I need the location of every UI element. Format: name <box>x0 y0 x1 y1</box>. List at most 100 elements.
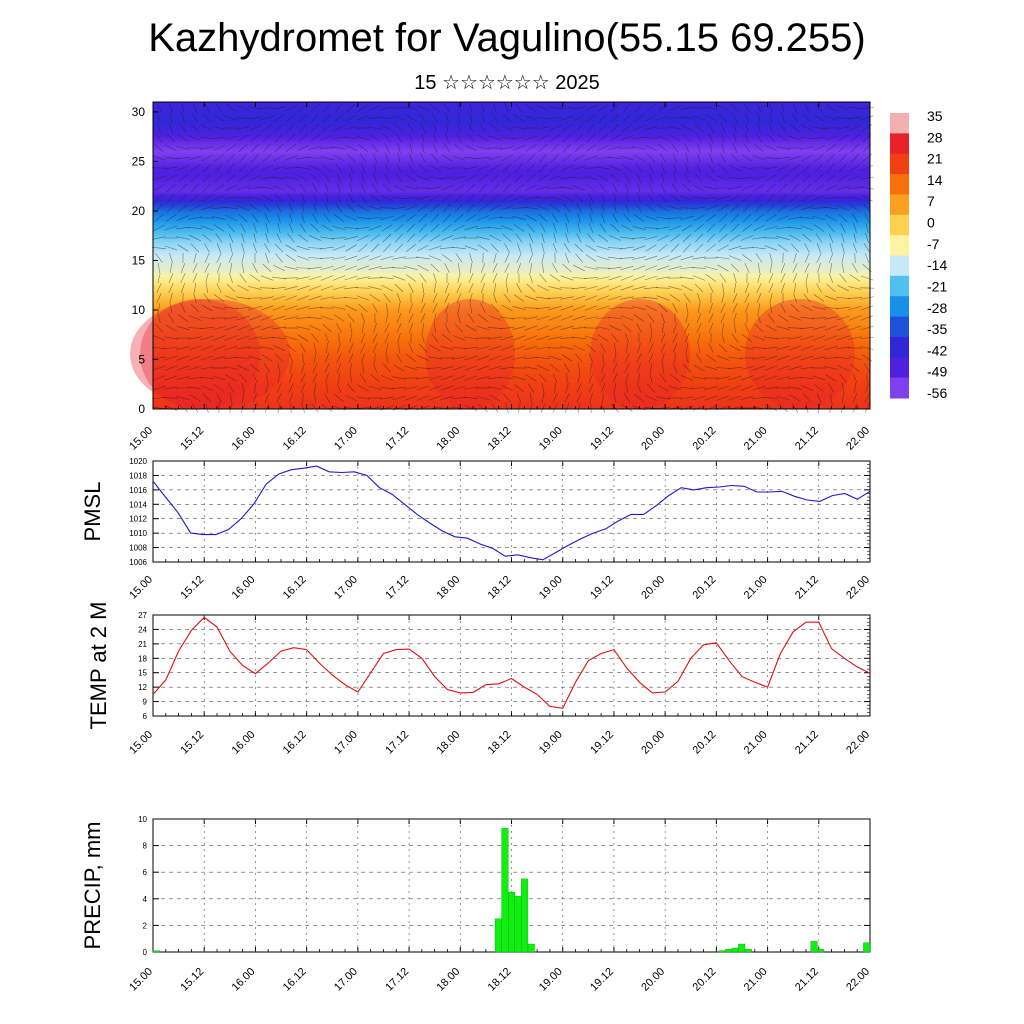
wind-barb <box>418 113 428 123</box>
wind-barb <box>454 203 464 213</box>
wind-barb <box>697 333 701 343</box>
wind-barb <box>814 173 824 183</box>
wind-barb <box>274 193 284 203</box>
wind-barb <box>561 194 573 202</box>
wind-barb <box>757 273 761 283</box>
wind-barb <box>848 297 862 299</box>
wind-barb <box>325 183 329 193</box>
heatmap-x-tick-label: 18.12 <box>486 425 514 453</box>
wind-barb <box>214 184 224 192</box>
wind-barb <box>345 244 357 252</box>
wind-barb <box>406 244 416 252</box>
wind-barb <box>576 383 582 393</box>
wind-barb <box>277 372 281 384</box>
wind-barb <box>788 315 802 321</box>
wind-barb <box>226 223 236 233</box>
wind-barb <box>848 187 862 189</box>
wind-barb <box>536 205 550 211</box>
wind-barb <box>584 335 598 341</box>
wind-barb <box>216 283 222 293</box>
wind-barb <box>721 293 725 303</box>
wind-barb <box>658 303 668 313</box>
temp2m-x-tick-label: 15.00 <box>127 729 155 757</box>
wind-barb <box>272 315 286 321</box>
wind-barb <box>801 304 813 312</box>
wind-barb <box>765 214 777 222</box>
wind-barb <box>416 367 430 369</box>
wind-barb <box>824 316 838 320</box>
wind-barb <box>732 143 738 153</box>
wind-barb <box>560 296 574 300</box>
wind-barb <box>622 103 632 113</box>
wind-barb <box>791 113 799 123</box>
wind-barb <box>512 195 526 201</box>
wind-barb <box>608 157 622 159</box>
wind-barb <box>296 166 310 170</box>
wind-barb <box>273 154 285 162</box>
wind-barb <box>188 327 202 329</box>
wind-barb <box>404 395 418 401</box>
wind-barb <box>538 143 548 153</box>
wind-barb <box>416 195 430 201</box>
wind-barb <box>501 194 513 202</box>
wind-barb <box>722 282 724 294</box>
wind-barb <box>800 146 814 150</box>
wind-barb <box>601 203 605 213</box>
wind-barb <box>488 336 502 340</box>
wind-barb <box>613 193 617 203</box>
wind-barb <box>584 175 598 181</box>
wind-barb <box>541 392 545 404</box>
wind-barb <box>836 105 850 111</box>
wind-barb <box>465 324 477 332</box>
wind-barb <box>215 233 223 243</box>
temp2m-x-tick-label: 18.12 <box>486 729 514 757</box>
wind-barb <box>743 103 751 113</box>
temp2m-x-tick-label: 19.00 <box>537 729 565 757</box>
wind-barb <box>394 124 404 132</box>
wind-barb <box>444 263 450 273</box>
wind-barb <box>620 155 634 161</box>
wind-barb <box>698 342 700 354</box>
wind-barb <box>661 353 665 363</box>
wind-barb <box>608 316 622 320</box>
wind-barb <box>190 303 200 313</box>
wind-barb <box>372 153 378 163</box>
precip-bar <box>725 949 733 953</box>
wind-barb <box>561 354 573 362</box>
wind-barb <box>552 393 558 403</box>
precip-y-tick-label: 8 <box>143 842 148 851</box>
pmsl-x-tick-label: 19.00 <box>537 574 565 602</box>
wind-barb <box>514 384 524 392</box>
wind-barb <box>272 276 286 280</box>
wind-barb <box>780 303 786 313</box>
wind-barb <box>800 385 814 391</box>
wind-barb <box>817 243 821 253</box>
wind-barb <box>500 316 514 320</box>
wind-barb <box>684 323 690 333</box>
wind-barb <box>152 247 166 249</box>
wind-barb <box>697 143 701 153</box>
wind-barb <box>672 303 678 313</box>
wind-barb <box>421 133 425 143</box>
wind-barb <box>164 405 178 411</box>
precip-bar <box>731 947 739 953</box>
wind-barb <box>575 253 583 263</box>
wind-barb <box>357 384 369 392</box>
wind-barb <box>716 355 730 361</box>
wind-barb <box>288 373 294 383</box>
temp2m-y-tick-label: 18 <box>138 654 147 663</box>
wind-barb <box>853 223 857 233</box>
wind-barb <box>788 135 802 141</box>
wind-barb <box>632 146 646 150</box>
wind-barb <box>764 346 778 350</box>
wind-barb <box>344 406 358 410</box>
wind-barb <box>540 403 546 413</box>
wind-barb <box>682 133 692 143</box>
wind-barb <box>777 314 789 322</box>
wind-barb <box>514 163 524 173</box>
wind-barb <box>368 255 382 261</box>
wind-barb <box>464 245 478 251</box>
wind-barb <box>764 166 778 170</box>
wind-barb <box>636 353 642 363</box>
wind-barb <box>320 246 334 250</box>
